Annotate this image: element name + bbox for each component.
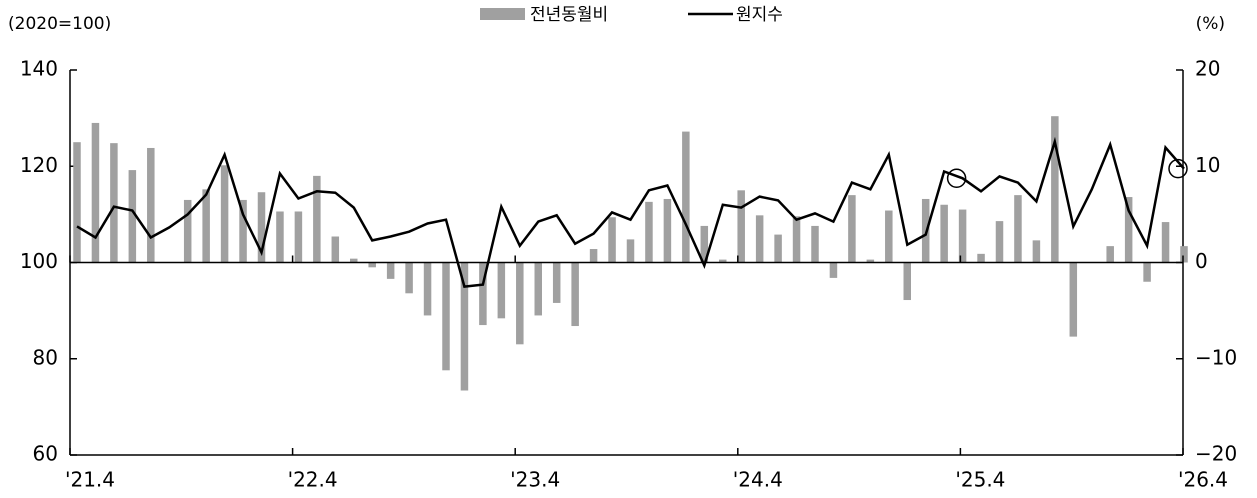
bar <box>700 225 709 263</box>
bar <box>645 201 653 263</box>
bar <box>719 259 727 263</box>
bar <box>663 198 672 263</box>
bar <box>571 262 579 327</box>
bar <box>497 262 506 319</box>
bar <box>755 215 764 263</box>
x-tick-label: '25.4 <box>955 468 1005 492</box>
x-tick-label: '22.4 <box>288 468 338 492</box>
bar <box>1106 246 1114 263</box>
bar <box>1051 116 1059 263</box>
bar <box>1069 262 1078 337</box>
highlight-circle <box>946 168 967 189</box>
bar <box>940 204 948 263</box>
bar <box>1014 195 1022 263</box>
y-tick-label: 80 <box>33 345 58 369</box>
x-tick-label: '21.4 <box>65 468 115 492</box>
bar <box>589 249 598 263</box>
bar <box>73 142 81 263</box>
bar <box>737 190 745 263</box>
y2-tick-label: −20 <box>1195 442 1237 466</box>
bar <box>903 262 911 301</box>
bar <box>626 239 635 263</box>
bar <box>183 199 192 263</box>
y-axis-unit: (2020=100) <box>8 14 111 34</box>
line <box>76 136 1185 288</box>
bar <box>479 262 487 326</box>
legend-label: 전년동월비 <box>530 5 608 25</box>
bar <box>1032 240 1041 263</box>
legend-swatch <box>480 8 525 20</box>
bar <box>276 211 284 263</box>
y-tick-label: 120 <box>20 153 58 177</box>
bar <box>350 258 358 263</box>
bar <box>442 262 450 371</box>
bar <box>331 236 340 263</box>
y2-tick-label: 10 <box>1195 153 1220 177</box>
bar <box>423 262 432 316</box>
bar <box>386 262 395 279</box>
y-tick-label: 100 <box>20 249 58 273</box>
x-tick-label: '26.4 <box>1178 468 1228 492</box>
y2-tick-label: −10 <box>1195 345 1237 369</box>
bar <box>958 209 967 263</box>
bar <box>534 262 542 316</box>
bar <box>239 199 247 263</box>
bar <box>313 175 321 263</box>
bar <box>516 262 524 345</box>
y2-tick-label: 20 <box>1195 57 1220 81</box>
bar <box>257 192 266 263</box>
bar <box>202 189 210 263</box>
bar <box>792 216 801 263</box>
y-tick-label: 60 <box>33 442 58 466</box>
bar <box>811 225 819 263</box>
bar <box>885 210 893 263</box>
bar <box>1180 246 1188 263</box>
bar <box>552 262 561 303</box>
bar <box>405 262 413 294</box>
legend-label: 원지수 <box>736 5 783 25</box>
highlight-circle <box>1168 158 1188 179</box>
x-tick-label: '23.4 <box>510 468 560 492</box>
bar <box>368 262 376 268</box>
y2-axis-unit: (%) <box>1196 14 1225 34</box>
bar <box>147 147 155 263</box>
bar <box>995 221 1004 263</box>
x-tick-label: '24.4 <box>733 468 783 492</box>
bar <box>220 165 229 263</box>
bar <box>682 131 690 263</box>
bar <box>110 143 118 263</box>
bar <box>128 170 137 263</box>
bar <box>608 217 616 263</box>
bar <box>91 122 100 263</box>
bar <box>829 262 838 278</box>
bar <box>1143 262 1151 282</box>
bar <box>1161 222 1170 263</box>
bar <box>848 195 856 263</box>
y-tick-label: 140 <box>20 57 58 81</box>
bar <box>1124 197 1133 263</box>
bar <box>294 211 303 263</box>
bar <box>977 253 985 263</box>
bar <box>866 259 875 263</box>
y2-tick-label: 0 <box>1195 249 1208 273</box>
bar <box>774 234 782 263</box>
bar <box>460 262 469 391</box>
